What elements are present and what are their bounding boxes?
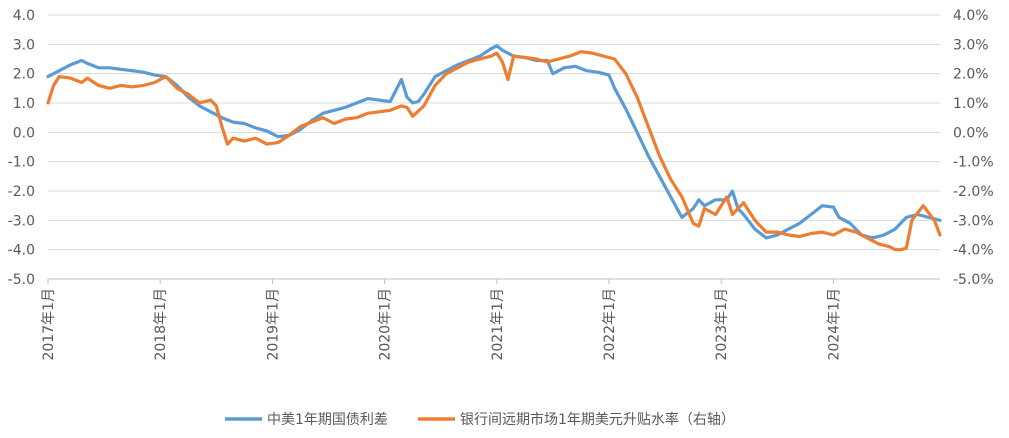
y-left-tick-label: -1.0	[8, 155, 35, 171]
y-right-tick-label: 2.0%	[953, 67, 989, 83]
x-tick-label: 2021年1月	[490, 288, 506, 361]
y-right-tick-label: 4.0%	[953, 8, 989, 24]
y-left-tick-label: -3.0	[8, 213, 35, 229]
x-tick-label: 2019年1月	[265, 288, 281, 361]
x-tick-label: 2017年1月	[41, 288, 57, 361]
legend: 中美1年期国债利差 银行间远期市场1年期美元升贴水率（右轴）	[225, 411, 735, 428]
y-left-tick-label: -2.0	[8, 184, 35, 200]
y-left-tick-label: 0.0	[13, 125, 35, 141]
y-right-tick-label: -2.0%	[953, 184, 994, 200]
x-tick-label: 2018年1月	[153, 288, 169, 361]
x-tick-label: 2023年1月	[714, 288, 730, 361]
y-right-tick-label: 3.0%	[953, 37, 989, 53]
x-tick-label: 2020年1月	[378, 288, 394, 361]
y-left-tick-label: 4.0	[13, 8, 35, 24]
y-right-tick-label: 1.0%	[953, 96, 989, 112]
y-left-tick-label: -5.0	[8, 272, 35, 288]
legend-label-series-1: 银行间远期市场1年期美元升贴水率（右轴）	[460, 411, 735, 428]
y-right-tick-label: -3.0%	[953, 213, 994, 229]
series-lines	[46, 44, 942, 252]
legend-label-series-0: 中美1年期国债利差	[267, 412, 388, 428]
y-right-tick-label: -5.0%	[953, 272, 994, 288]
y-right-tick-label: 0.0%	[953, 125, 989, 141]
y-right-tick-label: -4.0%	[953, 243, 994, 259]
y-left-tick-label: -4.0	[8, 243, 35, 259]
series-line-1	[46, 50, 942, 252]
x-tick-label: 2022年1月	[602, 288, 618, 361]
y-axis-right: 4.0% 3.0% 2.0% 1.0% 0.0% -1.0% -2.0% -3.0% -4.0%…	[953, 8, 994, 288]
y-left-tick-label: 3.0	[13, 37, 35, 53]
y-right-tick-label: -1.0%	[953, 155, 994, 171]
x-tick-label: 2024年1月	[826, 288, 842, 361]
y-left-tick-label: 1.0	[13, 96, 35, 112]
series-line-0	[46, 44, 942, 240]
y-left-tick-label: 2.0	[13, 67, 35, 83]
y-axis-left: 4.0 3.0 2.0 1.0 0.0 -1.0 -2.0 -3.0 -4.0 -5.0	[8, 8, 35, 288]
x-axis: 2017年1月 2018年1月 2019年1月 2020年1月 2021年1月 2022年…	[41, 278, 940, 361]
